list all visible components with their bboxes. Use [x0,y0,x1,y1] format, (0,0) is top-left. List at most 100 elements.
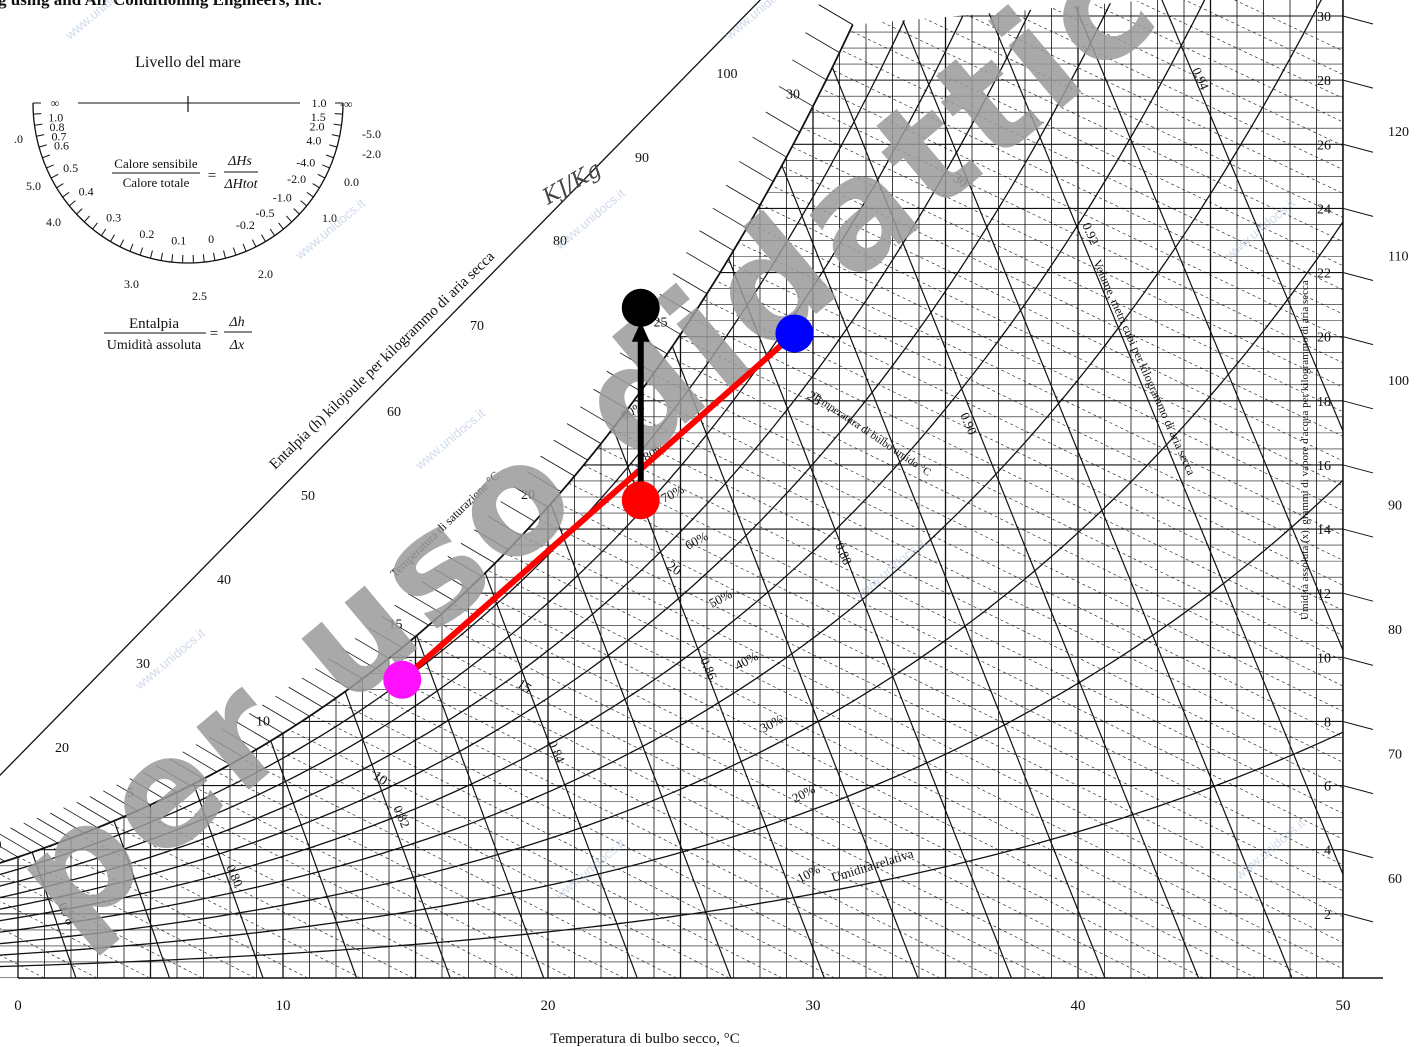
enthalpy-tick [500,501,535,522]
enthalpy-right-label: 100 [1388,374,1409,389]
protractor-tick [202,254,205,263]
protractor-left-label: 0.5 [63,161,78,175]
y-tick-label: 22 [1317,267,1331,282]
protractor-tick [251,239,257,248]
enthalpy-line [0,0,730,978]
protractor-tick [68,200,76,207]
enthalpy-tick [407,593,443,614]
rh-curve [0,731,1343,969]
protractor-tick [46,164,54,169]
protractor-right-label: -1.0 [273,190,292,204]
y-tick [1342,15,1374,25]
enthalpy-line [0,0,783,978]
enthalpy-diag-label: 70 [470,319,484,334]
enthalpy-tick [739,161,774,182]
protractor-tick [293,208,300,215]
wetbulb-temp-label: 25 [804,389,824,409]
enthalpy-right-label: 80 [1388,623,1402,638]
protractor-tick [92,222,98,230]
volume-value-label: 0.88 [832,540,855,567]
saturation-temp-label: 25 [654,315,668,330]
volume-line [887,0,1293,978]
enthalpy-right-label: 70 [1388,748,1402,763]
saturation-temp-label: 10 [256,714,270,729]
y-tick [1342,720,1374,730]
protractor-tick [129,243,134,252]
enthalpy-tick [368,627,403,648]
enthalpy-line [801,0,1343,978]
enthalpy-right-label: 110 [1388,250,1408,265]
protractor-tick [322,164,330,169]
enthalpy-line [154,0,1343,978]
pink-state-point [383,660,422,699]
site-watermark: www.unidocs.it [722,0,799,43]
volume-value-label: 0.86 [697,655,720,682]
protractor-tick [269,228,276,236]
protractor-right-label: -0.5 [255,206,274,220]
protractor-tick [36,134,45,137]
enthalpy-tick [156,765,191,786]
enthalpy-tick [540,455,575,477]
protractor-tick [334,113,343,115]
enthalpy-tick [275,695,310,717]
enthalpy-tick [818,4,853,26]
ratio2-denominator: Umidità assoluta [107,338,202,353]
y-tick [1342,785,1374,795]
y-tick-label: 30 [1317,10,1331,25]
protractor-tick [42,154,51,159]
enthalpy-line [1100,0,1343,978]
rh-curve [0,0,1343,906]
mixing-line [399,330,798,683]
enthalpy-tick [778,85,814,107]
y-tick-label: 2 [1324,908,1331,923]
wetbulb-temp-label: 20 [664,559,684,579]
protractor-left-label: 0.4 [79,185,94,199]
y-tick-label: 14 [1317,523,1331,538]
enthalpy-tick [513,486,549,508]
enthalpy-tick [447,556,482,577]
rh-curve [0,0,1343,927]
enthalpy-tick [36,817,72,839]
enthalpy-tick [248,712,284,734]
protractor-tick [171,254,174,263]
protractor-tick [34,123,43,126]
y-tick-label: 16 [1317,459,1331,474]
axis-labels: 0 10 20 30 40 5024681012141618202224262830607… [0,10,1409,1014]
enthalpy-right-label: 90 [1388,499,1402,514]
enthalpy-right-label: 60 [1388,872,1402,887]
black-state-point [621,288,660,327]
protractor-right-outer: 2.0 [258,267,273,281]
enthalpy-tick [712,207,747,229]
y-tick [1342,656,1374,666]
enthalpy-tick [89,796,125,817]
enthalpy-tick [672,273,708,294]
enthalpy-tick [381,616,416,637]
enthalpy-tick [103,790,138,812]
protractor-left-outer: 4.0 [46,215,61,229]
rh-value-label: 60% [682,528,710,553]
ratio1-symbol-den: ΔHtot [223,177,258,192]
rh-value-label: 40% [732,648,760,673]
enthalpy-tick [460,542,496,564]
enthalpy-line [0,0,572,978]
protractor-left-outer: .0 [14,132,23,146]
y-tick [1342,207,1374,217]
protractor-tick [213,252,216,261]
y-tick [1342,464,1374,474]
protractor-tick [300,200,308,207]
saturation-temp-label: 5 [127,786,134,801]
enthalpy-tick [765,111,800,133]
handwritten-unit-text: KJ/Kg [538,157,606,211]
protractor-left-label: 0 [208,232,214,246]
handwritten-unit: KJ/Kg [538,157,606,211]
protractor-left-label: 0.3 [106,210,121,224]
y-tick-label: 28 [1317,74,1331,89]
enthalpy-tick [142,771,178,793]
volume-value-label: 0.80 [223,862,246,889]
enthalpy-tick [222,729,257,750]
arrow-head [631,321,650,342]
protractor-tick [56,183,64,189]
header-fragment: g using and Air Conditioning Engineers, … [0,0,322,9]
enthalpy-tick [792,59,827,81]
enthalpy-tick [328,658,363,680]
